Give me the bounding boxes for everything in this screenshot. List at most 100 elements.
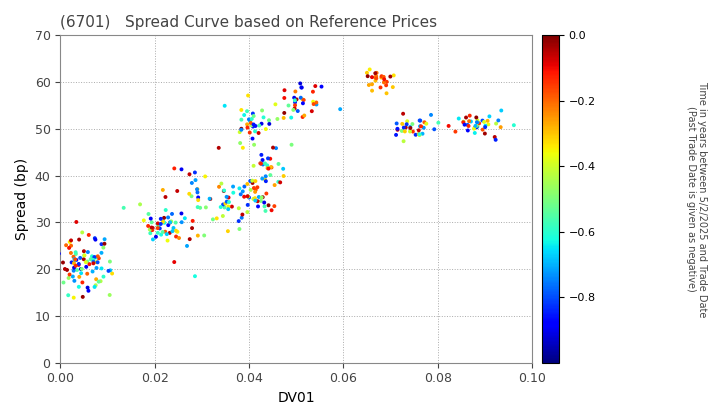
Point [186,225,198,231]
Point [256,121,267,127]
Point [334,106,346,113]
Point [218,187,230,194]
Point [199,232,210,239]
Point [143,223,154,229]
Point [89,284,100,290]
Point [428,126,440,133]
Point [256,175,268,182]
Point [248,163,259,169]
Point [279,94,290,101]
Point [91,276,102,283]
Point [66,242,77,249]
Point [59,265,71,272]
Point [259,176,271,183]
Point [66,237,77,244]
Point [157,218,168,225]
Point [157,186,168,193]
Point [176,219,187,226]
Point [155,215,166,222]
Point [91,265,102,271]
Point [192,204,204,210]
Point [392,126,403,132]
Point [256,152,267,158]
Point [66,259,77,266]
Point [75,266,86,273]
Point [376,73,387,79]
Point [267,144,279,151]
Point [171,188,183,194]
Point [242,202,253,208]
Point [237,211,248,218]
Point [264,117,275,123]
Point [144,226,156,233]
Point [266,207,277,214]
Point [469,130,480,136]
Point [88,257,99,263]
Point [86,253,98,260]
Point [381,79,392,85]
Point [247,110,258,117]
Point [222,206,234,213]
Point [71,219,82,226]
Point [104,291,115,298]
Point [176,166,187,173]
Point [269,182,280,189]
Point [73,284,84,290]
Point [157,228,168,235]
Point [145,230,156,236]
Point [410,131,421,138]
Point [248,142,260,148]
Point [283,102,294,109]
Point [266,164,277,171]
Point [255,160,266,167]
Point [69,256,81,263]
Point [464,118,475,125]
Point [459,121,470,128]
Point [70,251,81,257]
Point [289,88,301,95]
Point [306,108,318,115]
Point [200,204,212,211]
Point [273,178,284,185]
Point [426,112,437,118]
Point [61,267,73,273]
Point [85,256,96,262]
Point [249,128,261,135]
Point [251,184,263,191]
Point [155,220,166,227]
Point [238,183,250,190]
Point [450,128,462,135]
Point [163,222,174,228]
Point [297,114,308,121]
Point [457,119,469,126]
Point [143,210,154,217]
Point [260,173,271,180]
Point [187,218,199,224]
Point [158,215,170,221]
Point [73,236,85,243]
Point [400,124,411,131]
Point [243,194,255,201]
Point [88,260,99,267]
Point [88,258,99,265]
Point [413,127,425,134]
Point [508,122,520,129]
Point [379,76,390,83]
Point [233,205,245,212]
Point [294,80,306,87]
Point [477,117,488,124]
Point [228,183,239,190]
Point [469,123,481,129]
Point [76,265,88,272]
Point [226,203,238,210]
Point [76,279,88,286]
Point [433,119,444,126]
Point [168,259,180,265]
Point [78,256,89,262]
Point [263,165,274,172]
Point [68,260,80,267]
Point [154,225,166,232]
Point [87,268,99,275]
Point [369,70,381,76]
Point [78,248,90,255]
